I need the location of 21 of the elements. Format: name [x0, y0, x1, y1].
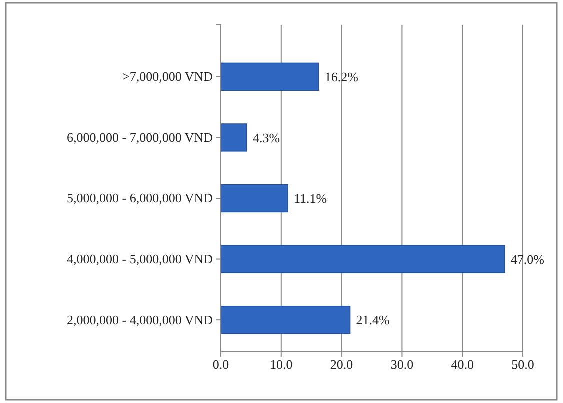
bar — [220, 124, 248, 152]
data-label: 16.2% — [324, 69, 359, 84]
x-tick-label: 10.0 — [270, 357, 293, 372]
x-tick-label: 20.0 — [330, 357, 354, 372]
x-tick-label: 40.0 — [451, 357, 474, 372]
data-label: 21.4% — [356, 312, 390, 328]
bar — [220, 306, 351, 334]
y-tick-label: 2,000,000 - 4,000,000 VND — [66, 312, 213, 328]
y-tick-label: 4,000,000 - 5,000,000 VND — [66, 251, 213, 266]
data-label: 4.3% — [252, 130, 280, 146]
data-label: 11.1% — [294, 191, 328, 206]
x-tick-label: 30.0 — [390, 357, 414, 372]
bar — [220, 62, 320, 91]
y-tick-label: 6,000,000 - 7,000,000 VND — [66, 130, 213, 145]
bar — [220, 245, 506, 274]
x-tick-label: 50.0 — [512, 357, 534, 372]
bar — [220, 184, 288, 213]
data-label: 47.0% — [510, 252, 545, 267]
y-tick-label: >7,000,000 VND — [122, 69, 213, 84]
y-tick-label: 5,000,000 - 6,000,000 VND — [66, 190, 213, 206]
x-tick-label: 0.0 — [212, 357, 230, 372]
